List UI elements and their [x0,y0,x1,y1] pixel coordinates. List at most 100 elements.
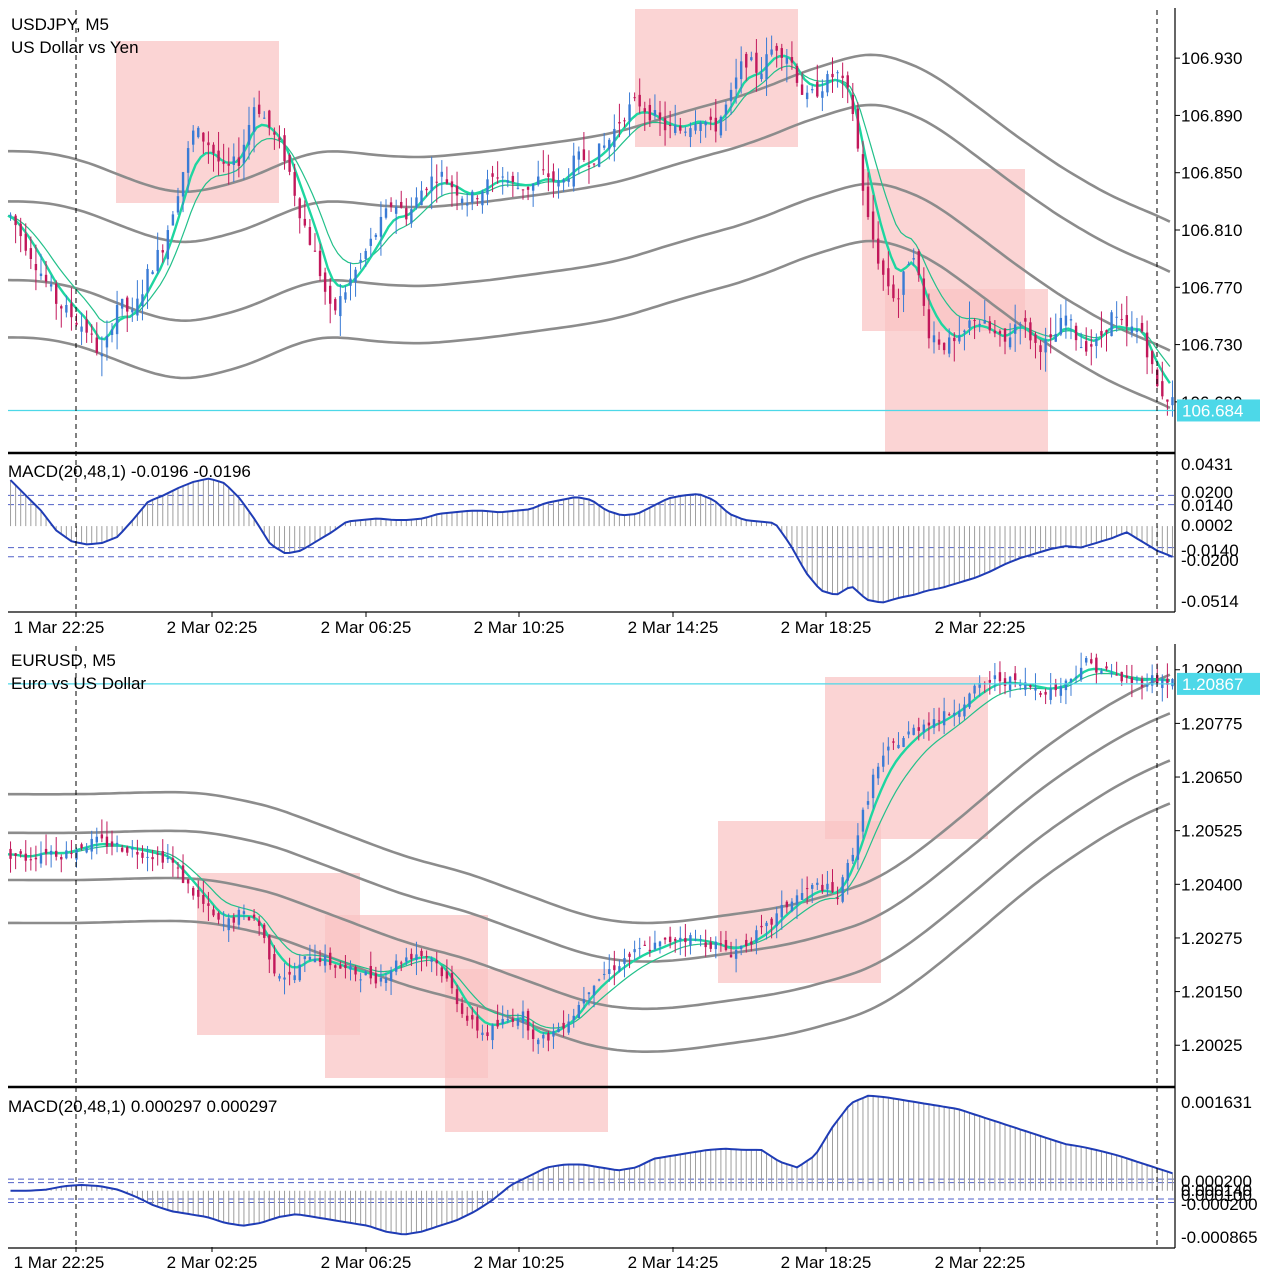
candle-body [760,925,763,928]
candle-body [369,238,372,246]
candle-body [805,92,809,100]
eurusd-price-panel[interactable]: 1.209001.207751.206501.205251.204001.202… [7,651,1260,1132]
candle-body [1074,676,1078,678]
candle-body [800,84,804,95]
candle-body [648,104,652,121]
candle-body [709,116,712,120]
usdjpy-current-price-tag [1177,399,1260,422]
candle-body [648,949,652,952]
candle-body [435,181,438,183]
candle-body [303,956,307,960]
candle-body [638,947,641,949]
candle-body [1049,334,1052,338]
candle-body [892,741,895,743]
candle-body [166,230,170,260]
candle-body [811,884,814,889]
candle-body [978,323,981,326]
long-moving-average-line [8,802,1171,1053]
candle-body [202,132,205,142]
candle-body [141,852,144,858]
candle-body [628,953,631,957]
candle-body [567,1021,570,1033]
candle-body [1156,675,1159,684]
candle-body [1079,347,1083,349]
candle-body [547,1033,550,1041]
candle-body [592,985,596,996]
candle-body [288,971,291,975]
candle-body [998,331,1002,334]
candle-body [506,1019,509,1021]
candle-body [907,264,910,266]
candle-body [1029,685,1032,688]
candle-body [420,950,423,957]
candle-body [1034,687,1037,691]
candle-body [1044,691,1047,695]
candle-body [29,859,33,861]
candle-body [704,121,707,126]
candle-body [557,1028,560,1033]
usdjpy-price-panel[interactable]: 106.930 106.890 106.850 106.810 106.770 106.7… [7,9,1260,452]
candle-body [927,309,931,339]
candle-body [699,938,702,940]
candle-body [526,186,530,190]
candle-body [800,893,804,900]
eurusd-price-axis: 1.209001.207751.206501.205251.204001.202… [1175,661,1242,1055]
eurusd-macd-signal-line [10,1094,1173,1236]
candle-body [1095,338,1098,347]
candle-body [9,848,12,859]
eurusd-macd-histogram [30,1095,1173,1235]
candle-body [24,853,27,861]
candle-body [790,901,794,912]
candle-body [592,163,596,165]
candle-body [450,181,454,188]
long-moving-average-line [8,239,1171,410]
candle-body [65,850,68,859]
candle-body [115,305,119,335]
candle-body [359,979,362,981]
candle-body [334,299,337,311]
candle-body [745,939,748,947]
candle-body [146,268,149,292]
candle-body [602,145,606,148]
candle-body [19,223,22,237]
candle-body [958,710,961,717]
candle-body [531,183,535,191]
candle-body [892,284,895,299]
macd-tick-label: 0.000100 [1181,1186,1252,1205]
candle-body [318,250,322,277]
candle-body [161,250,164,253]
candle-body [1156,369,1159,387]
candle-body [602,973,606,975]
candle-body [562,180,565,183]
candle-body [384,208,388,218]
candle-body [1090,659,1093,664]
candle-body [511,175,515,182]
time-axis-label: 2 Mar 14:25 [628,1253,719,1272]
candle-body [191,887,195,896]
candle-body [689,935,692,946]
time-axis-label: 2 Mar 22:25 [935,618,1026,637]
candle-body [582,999,586,1004]
candle-body [684,938,687,943]
eurusd-macd-panel[interactable]: 0.001631 0.0002000.0001400.000100-0.00020… [8,1093,1258,1247]
candle-body [212,144,215,154]
candle-body [1115,674,1118,676]
candle-body [257,920,261,926]
candle-body [364,971,367,976]
candle-body [1105,666,1108,669]
candle-body [623,120,626,122]
candle-body [19,851,22,854]
candle-body [471,191,474,203]
candle-body [80,844,83,849]
candle-body [887,746,890,751]
candle-body [902,271,905,295]
highlight-zone [825,677,988,839]
candle-body [55,850,58,857]
candle-body [582,149,586,160]
candle-body [618,121,621,124]
candle-body [242,144,246,164]
candle-body [795,895,799,905]
time-axis-label: 2 Mar 22:25 [935,1253,1026,1272]
